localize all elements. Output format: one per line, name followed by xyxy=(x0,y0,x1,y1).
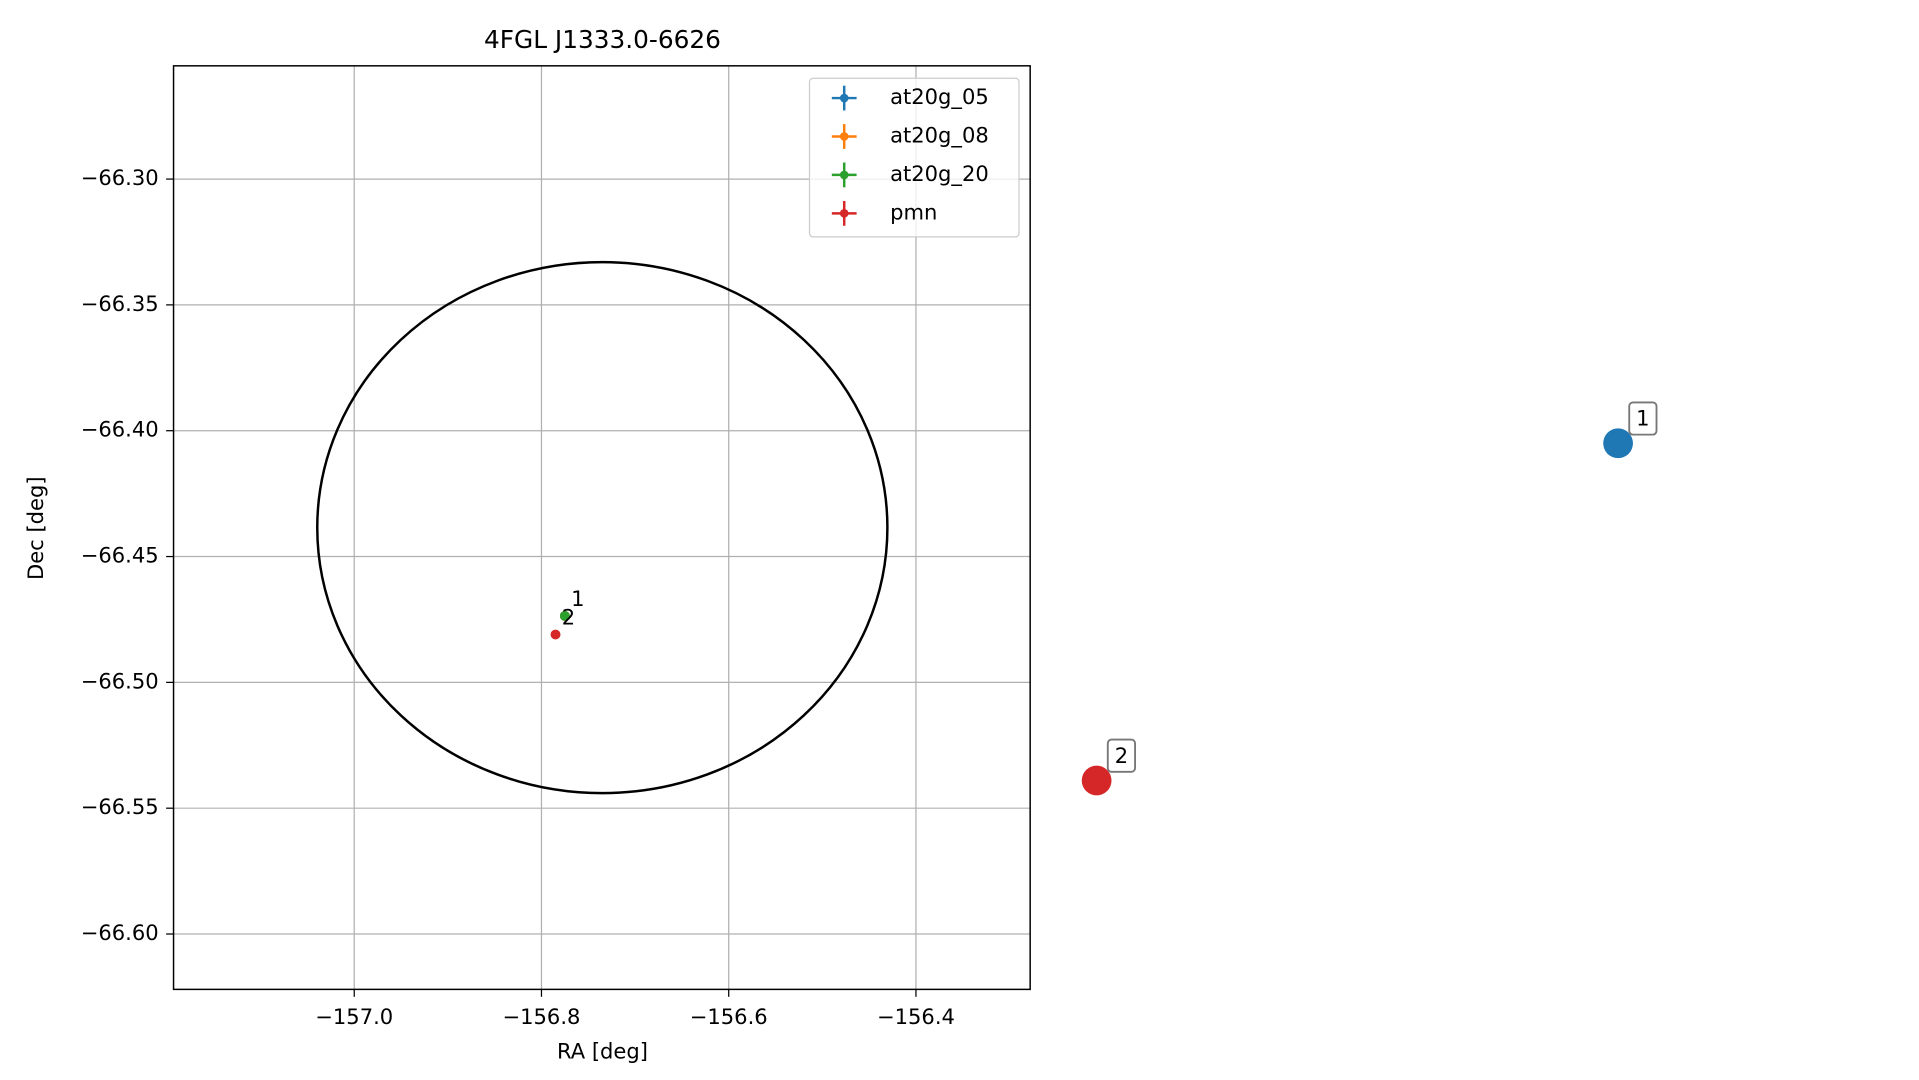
y-tick-label: −66.40 xyxy=(81,417,159,442)
x-tick-label: −157.0 xyxy=(315,1004,393,1029)
legend-box xyxy=(808,77,1020,238)
data-point xyxy=(550,629,561,640)
legend-label: pmn xyxy=(890,199,937,224)
legend-label: at20g_05 xyxy=(890,84,989,110)
y-tick-label: −66.30 xyxy=(81,165,159,190)
y-tick-label: −66.60 xyxy=(81,920,159,945)
highlight-label: 2 xyxy=(1115,743,1128,768)
x-tick-label: −156.6 xyxy=(690,1004,768,1029)
x-axis-label: RA [deg] xyxy=(557,1039,648,1064)
x-tick-label: −156.4 xyxy=(877,1004,955,1029)
legend-marker xyxy=(839,93,849,103)
highlight-label-box xyxy=(1106,738,1136,773)
plot-frame xyxy=(172,65,1031,991)
y-tick-label: −66.50 xyxy=(81,668,159,693)
legend-marker xyxy=(839,209,849,218)
x-tick-label: −156.8 xyxy=(502,1004,580,1029)
error-ellipse xyxy=(316,260,889,795)
legend-label: at20g_08 xyxy=(890,122,989,148)
highlight-point xyxy=(1603,428,1633,459)
highlight-point xyxy=(1081,765,1112,796)
point-label: 2 xyxy=(562,604,575,629)
data-point xyxy=(559,610,570,621)
y-tick-label: −66.55 xyxy=(81,794,159,819)
legend-label: at20g_20 xyxy=(890,161,989,187)
chart-title: 4FGL J1333.0-6626 xyxy=(484,25,721,54)
highlight-label-box xyxy=(1628,401,1658,436)
legend-marker xyxy=(839,170,849,180)
legend-marker xyxy=(839,132,849,141)
y-tick-label: −66.45 xyxy=(81,543,159,568)
y-tick-label: −66.35 xyxy=(81,291,159,316)
y-axis-label: Dec [deg] xyxy=(23,476,48,580)
point-label: 1 xyxy=(571,586,584,611)
highlight-label: 1 xyxy=(1636,406,1649,431)
